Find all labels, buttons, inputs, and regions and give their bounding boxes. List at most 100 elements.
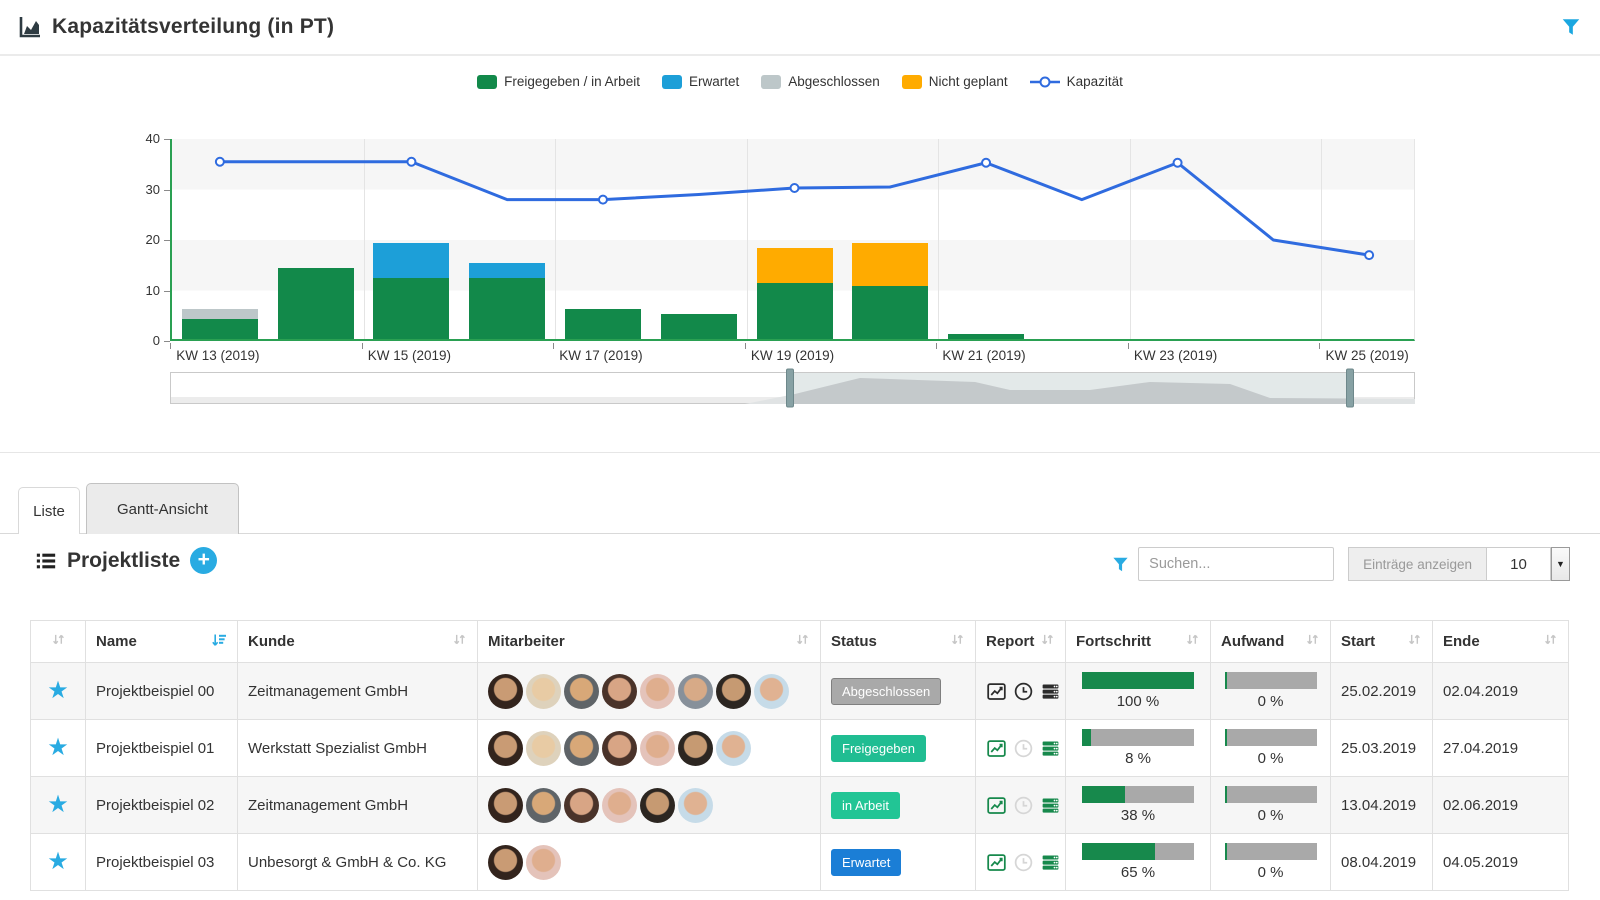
add-project-button[interactable]: +	[190, 547, 218, 574]
search-input[interactable]	[1138, 547, 1335, 581]
capacity-chart-section: Freigegeben / in Arbeit Erwartet Abgeschlo…	[0, 56, 1600, 452]
capacity-marker[interactable]	[597, 194, 608, 205]
column-header-start[interactable]: Start	[1330, 620, 1433, 663]
bar-segment[interactable]	[373, 243, 450, 279]
bar-segment[interactable]	[948, 333, 1025, 339]
gridline	[1129, 139, 1131, 339]
column-header-fortschritt[interactable]: Fortschritt	[1065, 620, 1211, 663]
tab-liste[interactable]: Liste	[18, 487, 80, 534]
capacity-marker[interactable]	[981, 157, 992, 168]
sort-icon[interactable]	[452, 632, 467, 651]
sort-icon[interactable]	[1040, 632, 1055, 651]
view-tabs: Liste Gantt-Ansicht	[0, 470, 1600, 534]
capacity-marker[interactable]	[406, 156, 417, 167]
favorite-star-icon[interactable]: ★	[47, 791, 69, 818]
column-header-report[interactable]: Report	[975, 620, 1066, 663]
x-tick-label: KW 23 (2019)	[1133, 348, 1218, 363]
bar-segment[interactable]	[181, 318, 258, 339]
legend-label: Nicht geplant	[928, 74, 1008, 89]
report-icons	[986, 852, 1059, 873]
report-chart-icon[interactable]	[986, 852, 1007, 873]
table-row[interactable]: ★ Projektbeispiel 03 Unbesorgt & GmbH & Co…	[30, 833, 1569, 891]
capacity-line	[214, 156, 1375, 261]
sort-icon[interactable]	[1305, 632, 1320, 651]
bar-segment[interactable]	[756, 283, 833, 339]
entries-count-select[interactable]: 10	[1487, 547, 1551, 581]
avatar	[678, 787, 713, 823]
sort-icon[interactable]	[51, 632, 66, 651]
bar-segment[interactable]	[373, 278, 450, 339]
column-header-ende[interactable]: Ende	[1432, 620, 1569, 663]
favorite-star-icon[interactable]: ★	[47, 677, 69, 704]
bar-segment[interactable]	[564, 308, 641, 339]
bar-segment[interactable]	[660, 313, 737, 339]
bar-segment[interactable]	[852, 285, 929, 339]
entries-label-button[interactable]: Einträge anzeigen	[1348, 547, 1487, 581]
report-chart-icon[interactable]	[986, 681, 1007, 702]
sort-icon[interactable]	[211, 632, 227, 652]
gridline	[938, 139, 940, 339]
report-clock-icon[interactable]	[1013, 852, 1034, 873]
report-server-icon[interactable]	[1040, 795, 1061, 816]
sort-icon[interactable]	[950, 632, 965, 651]
entries-dropdown-arrow-icon[interactable]: ▼	[1551, 547, 1570, 581]
bar-segment[interactable]	[277, 268, 354, 339]
x-tick-label: KW 25 (2019)	[1325, 348, 1409, 363]
capacity-marker[interactable]	[1364, 250, 1375, 261]
report-chart-icon[interactable]	[986, 738, 1007, 759]
table-filter-icon[interactable]	[1111, 555, 1130, 574]
area-chart-icon	[19, 17, 40, 38]
legend-swatch	[761, 74, 782, 89]
navigator-handle-right[interactable]	[1346, 368, 1354, 408]
navigator-handle-left[interactable]	[786, 368, 794, 408]
column-header-select[interactable]	[30, 620, 86, 663]
page-title: Kapazitätsverteilung (in PT)	[52, 15, 335, 38]
table-row[interactable]: ★ Projektbeispiel 02 Zeitmanagement GmbH in…	[30, 776, 1569, 834]
column-header-mitarbeiter[interactable]: Mitarbeiter	[477, 620, 821, 663]
legend-item-1[interactable]: Erwartet	[661, 74, 739, 89]
table-row[interactable]: ★ Projektbeispiel 01 Werkstatt Spezialist …	[30, 719, 1569, 777]
column-header-status[interactable]: Status	[820, 620, 976, 663]
y-tick-label: 30	[145, 181, 160, 197]
bar-segment[interactable]	[181, 308, 258, 319]
report-clock-icon[interactable]	[1013, 795, 1034, 816]
report-server-icon[interactable]	[1040, 738, 1061, 759]
project-table-wrap: Name Kunde Mitarbeiter Status Report Fortschr…	[30, 620, 1569, 891]
project-table: Name Kunde Mitarbeiter Status Report Fortschr…	[30, 620, 1569, 891]
legend-item-3[interactable]: Nicht geplant	[901, 74, 1008, 89]
column-header-kunde[interactable]: Kunde	[237, 620, 478, 663]
legend-swatch	[661, 74, 682, 89]
favorite-star-icon[interactable]: ★	[47, 848, 69, 875]
legend-item-2[interactable]: Abgeschlossen	[761, 74, 880, 89]
legend-item-0[interactable]: Freigegeben / in Arbeit	[477, 74, 640, 89]
report-server-icon[interactable]	[1040, 852, 1061, 873]
report-server-icon[interactable]	[1040, 681, 1061, 702]
capacity-marker[interactable]	[789, 182, 800, 193]
sort-icon[interactable]	[795, 632, 810, 651]
column-header-aufwand[interactable]: Aufwand	[1210, 620, 1331, 663]
tab-gantt-ansicht[interactable]: Gantt-Ansicht	[86, 483, 239, 534]
sort-icon[interactable]	[1185, 632, 1200, 651]
avatar	[640, 730, 675, 766]
range-navigator[interactable]	[170, 368, 1415, 408]
report-clock-icon[interactable]	[1013, 681, 1034, 702]
sort-icon[interactable]	[1407, 632, 1422, 651]
avatar	[526, 844, 561, 880]
bar-segment[interactable]	[469, 278, 546, 339]
favorite-star-icon[interactable]: ★	[47, 734, 69, 761]
bar-segment[interactable]	[756, 248, 833, 284]
capacity-marker[interactable]	[1172, 157, 1183, 168]
legend-item-4[interactable]: Kapazität	[1029, 74, 1123, 89]
bar-segment[interactable]	[469, 263, 546, 279]
table-row[interactable]: ★ Projektbeispiel 00 Zeitmanagement GmbH Ab…	[30, 662, 1569, 720]
avatar	[564, 730, 599, 766]
filter-icon[interactable]	[1560, 16, 1582, 38]
bar-segment[interactable]	[852, 243, 929, 286]
report-clock-icon[interactable]	[1013, 738, 1034, 759]
report-chart-icon[interactable]	[986, 795, 1007, 816]
member-avatars	[488, 787, 810, 823]
projectlist-title: Projektliste	[67, 548, 181, 572]
sort-icon[interactable]	[1543, 632, 1558, 651]
column-header-name[interactable]: Name	[85, 620, 238, 663]
capacity-marker[interactable]	[214, 156, 225, 167]
